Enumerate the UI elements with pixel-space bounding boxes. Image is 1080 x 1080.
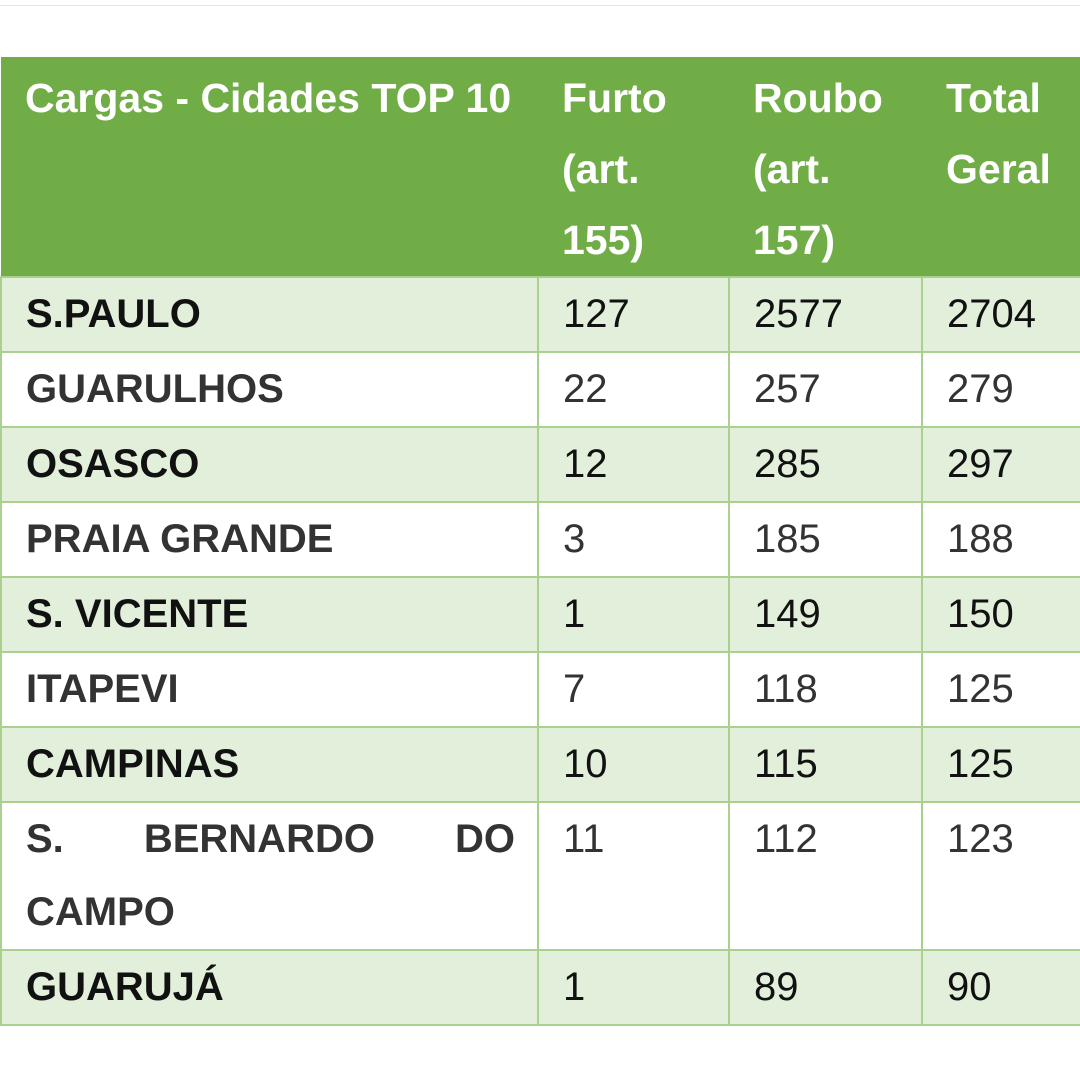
table-row: GUARUJÁ 1 89 90 [0, 949, 1080, 1026]
city-cell: S. BERNARDO DO CAMPO [0, 801, 539, 951]
city-cell: GUARULHOS [0, 351, 539, 428]
total-cell: 188 [921, 501, 1080, 578]
cargo-theft-table: Cargas - Cidades TOP 10 Furto (art. 155)… [0, 57, 1080, 1026]
table-row: S. BERNARDO DO CAMPO 11 112 123 [0, 801, 1080, 951]
furto-cell: 22 [537, 351, 730, 428]
furto-cell: 127 [537, 276, 730, 353]
total-cell: 125 [921, 726, 1080, 803]
total-cell: 2704 [921, 276, 1080, 353]
total-cell: 150 [921, 576, 1080, 653]
table-row: ITAPEVI 7 118 125 [0, 651, 1080, 728]
city-cell: OSASCO [0, 426, 539, 503]
roubo-cell: 115 [728, 726, 923, 803]
header-row: Cargas - Cidades TOP 10 Furto (art. 155)… [1, 57, 1080, 277]
roubo-cell: 118 [728, 651, 923, 728]
total-cell: 125 [921, 651, 1080, 728]
divider [0, 5, 1080, 6]
city-cell: PRAIA GRANDE [0, 501, 539, 578]
roubo-cell: 89 [728, 949, 923, 1026]
roubo-cell: 185 [728, 501, 923, 578]
roubo-cell: 2577 [728, 276, 923, 353]
header-cities: Cargas - Cidades TOP 10 [1, 57, 538, 277]
furto-cell: 12 [537, 426, 730, 503]
furto-cell: 11 [537, 801, 730, 951]
roubo-cell: 285 [728, 426, 923, 503]
furto-cell: 1 [537, 949, 730, 1026]
total-cell: 297 [921, 426, 1080, 503]
total-cell: 279 [921, 351, 1080, 428]
furto-cell: 1 [537, 576, 730, 653]
table-row: GUARULHOS 22 257 279 [0, 351, 1080, 428]
roubo-cell: 149 [728, 576, 923, 653]
city-cell: S.PAULO [0, 276, 539, 353]
header-furto: Furto (art. 155) [538, 57, 729, 277]
furto-cell: 10 [537, 726, 730, 803]
furto-cell: 3 [537, 501, 730, 578]
city-cell: GUARUJÁ [0, 949, 539, 1026]
roubo-cell: 257 [728, 351, 923, 428]
table-row: PRAIA GRANDE 3 185 188 [0, 501, 1080, 578]
roubo-cell: 112 [728, 801, 923, 951]
header-roubo: Roubo (art. 157) [729, 57, 922, 277]
table-row: OSASCO 12 285 297 [0, 426, 1080, 503]
furto-cell: 7 [537, 651, 730, 728]
table-row: S.PAULO 127 2577 2704 [0, 276, 1080, 353]
table-row: S. VICENTE 1 149 150 [0, 576, 1080, 653]
total-cell: 90 [921, 949, 1080, 1026]
total-cell: 123 [921, 801, 1080, 951]
city-cell: CAMPINAS [0, 726, 539, 803]
table-row: CAMPINAS 10 115 125 [0, 726, 1080, 803]
city-cell: S. VICENTE [0, 576, 539, 653]
header-total: Total Geral [922, 57, 1080, 277]
city-cell: ITAPEVI [0, 651, 539, 728]
